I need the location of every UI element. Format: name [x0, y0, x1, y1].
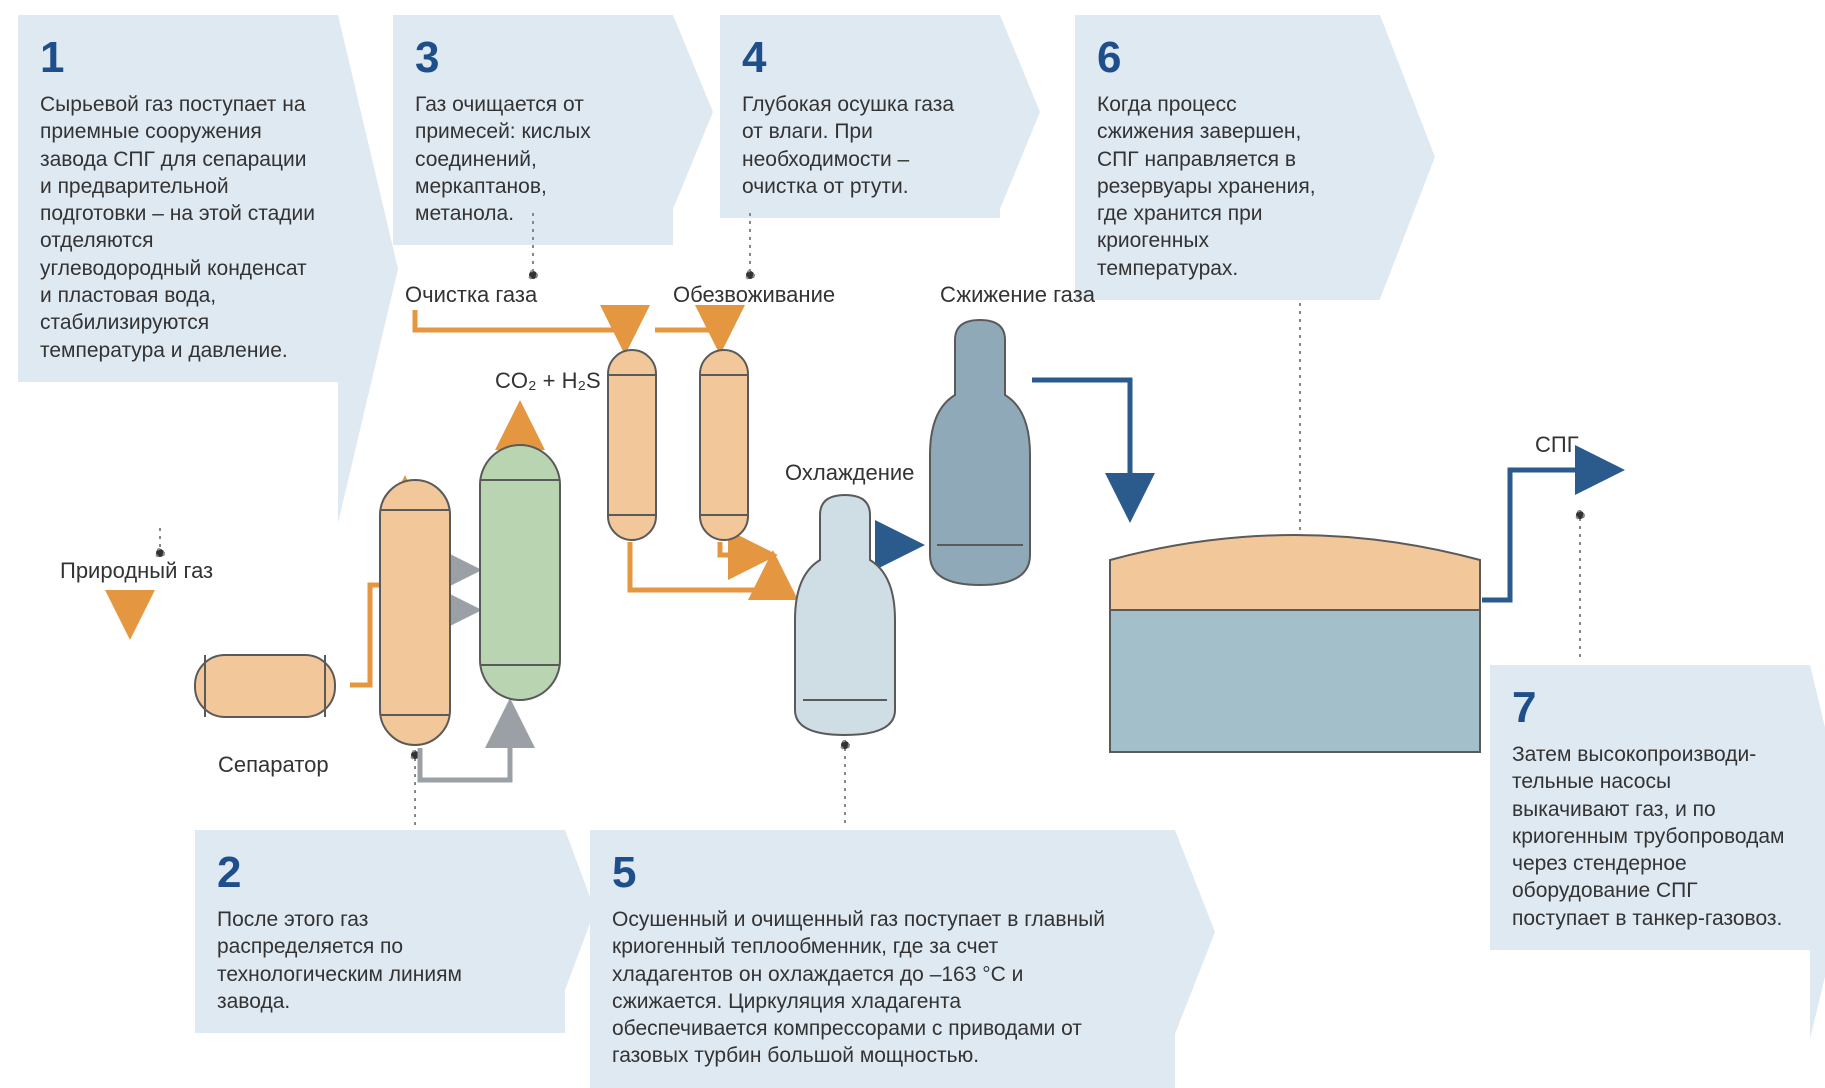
flow-to-cool2 — [720, 542, 773, 555]
vessel-tank — [1110, 535, 1480, 752]
flow-pur-to-deh — [655, 330, 720, 350]
flow-col-to-pur — [415, 310, 625, 350]
vessel-column-2 — [480, 445, 560, 700]
vessel-separator — [195, 655, 335, 717]
flow-tank-to-out — [1482, 470, 1620, 600]
vessel-column-3 — [608, 350, 656, 540]
vessel-liquefier — [930, 320, 1030, 585]
vessel-column-1 — [380, 480, 450, 745]
vessel-column-4 — [700, 350, 748, 540]
flow-liq-to-tank — [1032, 380, 1130, 518]
vessel-cooler — [795, 495, 895, 735]
flow-to-cool1 — [630, 542, 773, 590]
process-diagram — [0, 0, 1825, 1047]
